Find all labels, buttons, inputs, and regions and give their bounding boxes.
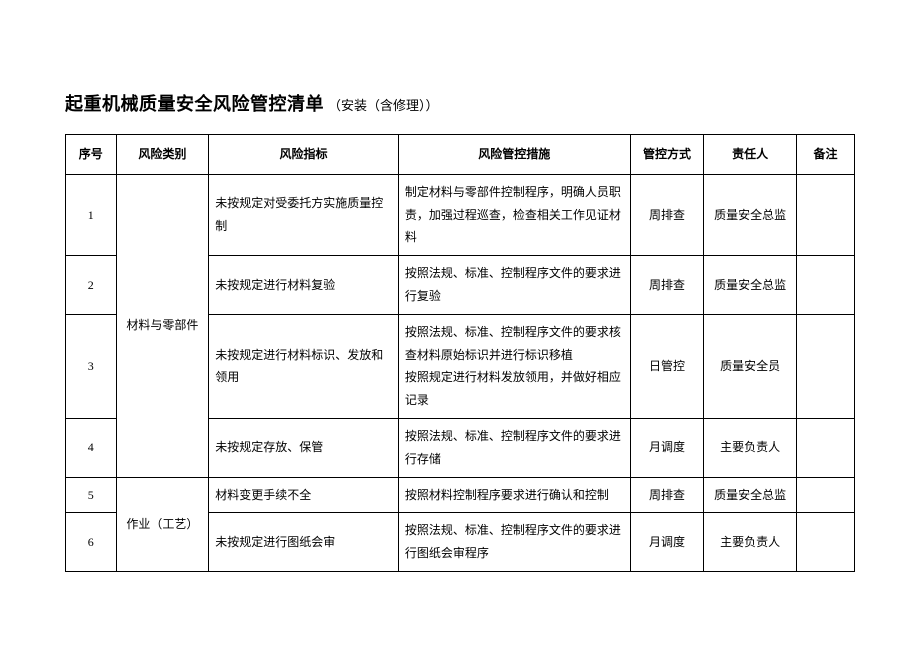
- cell-indicator: 未按规定进行图纸会审: [209, 513, 399, 572]
- cell-note: [797, 256, 855, 315]
- cell-responsible: 主要负责人: [704, 418, 797, 477]
- cell-measure: 按照法规、标准、控制程序文件的要求进行图纸会审程序: [398, 513, 630, 572]
- cell-note: [797, 314, 855, 418]
- cell-responsible: 质量安全员: [704, 314, 797, 418]
- cell-measure: 按照材料控制程序要求进行确认和控制: [398, 477, 630, 513]
- page-title-row: 起重机械质量安全风险管控清单 （安装（含修理））: [65, 90, 855, 116]
- cell-measure: 按照法规、标准、控制程序文件的要求核查材料原始标识并进行标识移植 按照规定进行材…: [398, 314, 630, 418]
- cell-category: 材料与零部件: [116, 174, 209, 477]
- cell-mode: 周排查: [630, 477, 704, 513]
- th-category: 风险类别: [116, 135, 209, 175]
- cell-seq: 3: [66, 314, 117, 418]
- table-header-row: 序号 风险类别 风险指标 风险管控措施 管控方式 责任人 备注: [66, 135, 855, 175]
- cell-indicator: 未按规定进行材料复验: [209, 256, 399, 315]
- cell-mode: 周排查: [630, 174, 704, 255]
- table-row: 5 作业（工艺） 材料变更手续不全 按照材料控制程序要求进行确认和控制 周排查 …: [66, 477, 855, 513]
- cell-seq: 4: [66, 418, 117, 477]
- th-mode: 管控方式: [630, 135, 704, 175]
- cell-responsible: 质量安全总监: [704, 256, 797, 315]
- cell-indicator: 材料变更手续不全: [209, 477, 399, 513]
- cell-seq: 6: [66, 513, 117, 572]
- cell-seq: 5: [66, 477, 117, 513]
- cell-indicator: 未按规定进行材料标识、发放和领用: [209, 314, 399, 418]
- cell-mode: 周排查: [630, 256, 704, 315]
- cell-responsible: 质量安全总监: [704, 477, 797, 513]
- cell-indicator: 未按规定对受委托方实施质量控制: [209, 174, 399, 255]
- cell-note: [797, 174, 855, 255]
- cell-seq: 2: [66, 256, 117, 315]
- cell-responsible: 主要负责人: [704, 513, 797, 572]
- cell-responsible: 质量安全总监: [704, 174, 797, 255]
- th-responsible: 责任人: [704, 135, 797, 175]
- th-note: 备注: [797, 135, 855, 175]
- cell-seq: 1: [66, 174, 117, 255]
- page-title-sub: （安装（含修理））: [328, 95, 439, 114]
- cell-note: [797, 418, 855, 477]
- cell-note: [797, 513, 855, 572]
- cell-measure: 按照法规、标准、控制程序文件的要求进行复验: [398, 256, 630, 315]
- page-title-main: 起重机械质量安全风险管控清单: [65, 90, 324, 116]
- cell-measure: 按照法规、标准、控制程序文件的要求进行存储: [398, 418, 630, 477]
- th-measure: 风险管控措施: [398, 135, 630, 175]
- cell-mode: 月调度: [630, 418, 704, 477]
- th-seq: 序号: [66, 135, 117, 175]
- table-row: 1 材料与零部件 未按规定对受委托方实施质量控制 制定材料与零部件控制程序，明确…: [66, 174, 855, 255]
- cell-note: [797, 477, 855, 513]
- cell-category: 作业（工艺）: [116, 477, 209, 571]
- cell-measure: 制定材料与零部件控制程序，明确人员职责，加强过程巡查，检查相关工作见证材料: [398, 174, 630, 255]
- cell-mode: 日管控: [630, 314, 704, 418]
- th-indicator: 风险指标: [209, 135, 399, 175]
- cell-indicator: 未按规定存放、保管: [209, 418, 399, 477]
- risk-table: 序号 风险类别 风险指标 风险管控措施 管控方式 责任人 备注 1 材料与零部件…: [65, 134, 855, 572]
- cell-mode: 月调度: [630, 513, 704, 572]
